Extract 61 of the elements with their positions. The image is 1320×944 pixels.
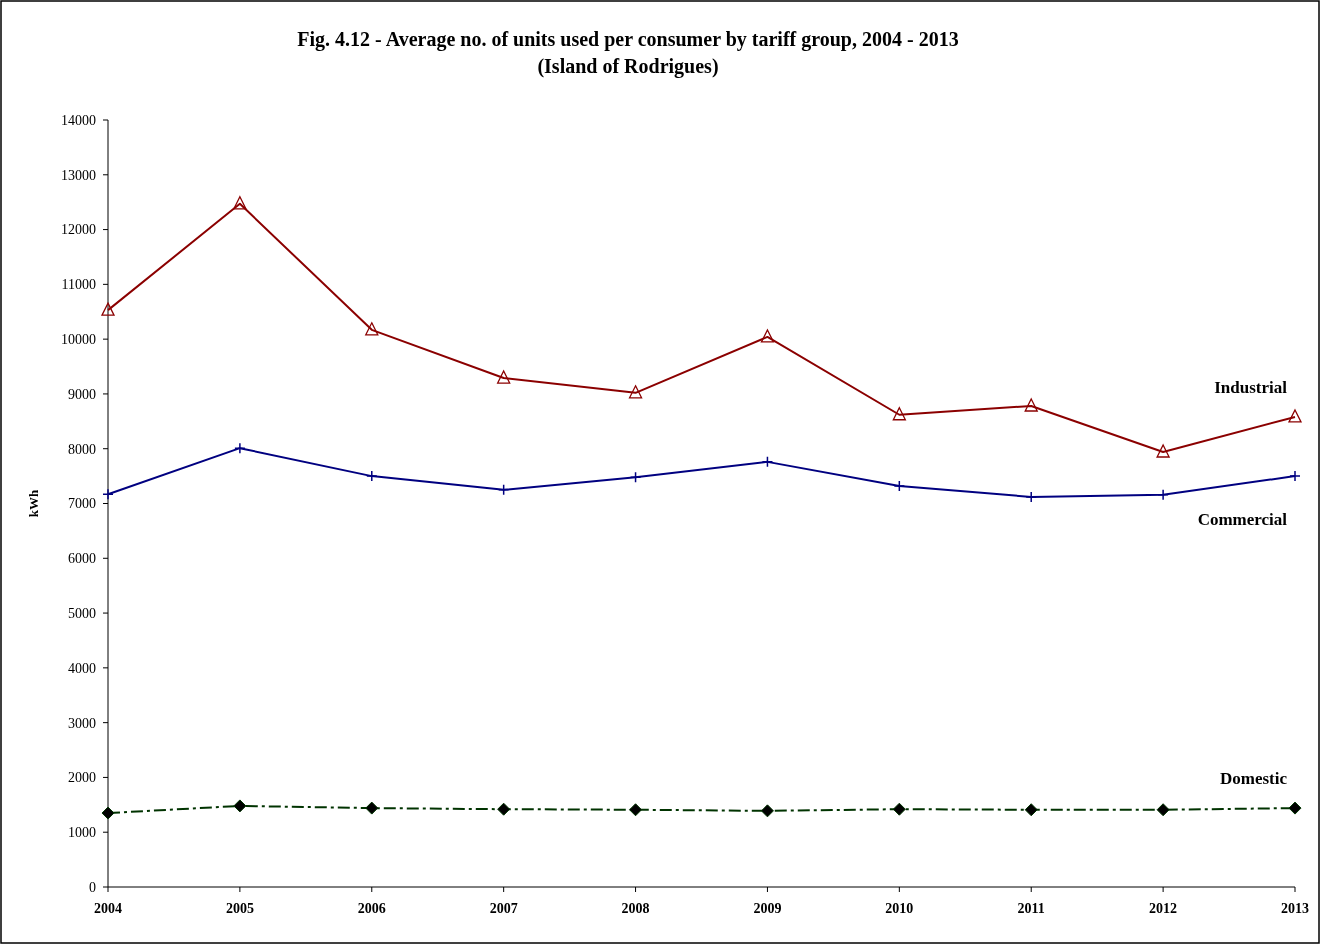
y-tick-label: 9000 (68, 386, 96, 402)
point (365, 801, 379, 815)
x-tick-label: 2010 (885, 901, 914, 916)
x-tick-label: 2012 (1149, 901, 1178, 916)
y-tick-label: 12000 (61, 222, 96, 238)
point (1288, 801, 1302, 815)
point (1024, 398, 1038, 412)
x-tick-label: 2007 (489, 901, 518, 916)
point (1024, 803, 1038, 817)
point (760, 329, 775, 343)
point (366, 470, 378, 482)
point (628, 385, 643, 399)
y-tick-label: 13000 (61, 167, 96, 183)
point (1157, 488, 1169, 501)
chart-subtitle: (Island of Rodrigues) (537, 55, 719, 78)
y-tick-label: 8000 (68, 441, 96, 457)
point (102, 488, 114, 500)
point (1156, 444, 1170, 458)
series-label: Domestic (1219, 769, 1288, 789)
y-tick-label: 5000 (68, 605, 96, 621)
y-tick-label: 3000 (68, 715, 96, 731)
series-label: Industrial (1214, 377, 1288, 397)
point (629, 803, 643, 817)
y-tick-label: 7000 (68, 496, 96, 512)
x-tick-label: 2009 (753, 901, 782, 916)
point (497, 802, 511, 816)
chart-title: Fig. 4.12 - Average no. of units used per consumer by tariff group, 2004 - 2013 (297, 28, 959, 51)
x-tick-label: 2011 (1017, 901, 1045, 916)
y-tick-label: 1000 (68, 825, 96, 841)
point (760, 804, 774, 818)
y-tick-label: 11000 (61, 277, 96, 293)
y-tick-label: 6000 (68, 551, 96, 567)
point (497, 484, 510, 496)
point (893, 480, 906, 492)
point (892, 802, 906, 816)
point (101, 806, 115, 820)
y-tick-label: 10000 (61, 332, 96, 348)
y-axis-title: kWh (26, 489, 41, 518)
point (233, 799, 247, 813)
y-tick-label: 2000 (68, 770, 96, 786)
series-label: Commercial (1197, 510, 1288, 530)
y-tick-label: 14000 (61, 112, 96, 128)
y-tick-label: 4000 (68, 660, 96, 676)
point (497, 370, 511, 384)
point (761, 456, 774, 468)
y-tick-label: 0 (89, 879, 96, 895)
point (233, 196, 247, 210)
point (1156, 803, 1170, 817)
point (365, 322, 379, 336)
x-tick-label: 2013 (1281, 901, 1309, 916)
point (629, 471, 642, 483)
point (1289, 470, 1301, 482)
point (101, 302, 115, 316)
x-tick-label: 2005 (225, 901, 254, 916)
point (1288, 409, 1302, 423)
point (1025, 491, 1037, 503)
point (892, 407, 906, 421)
x-tick-label: 2008 (621, 901, 650, 916)
x-tick-label: 2006 (357, 901, 386, 916)
point (234, 442, 246, 454)
x-tick-label: 2004 (94, 901, 122, 916)
